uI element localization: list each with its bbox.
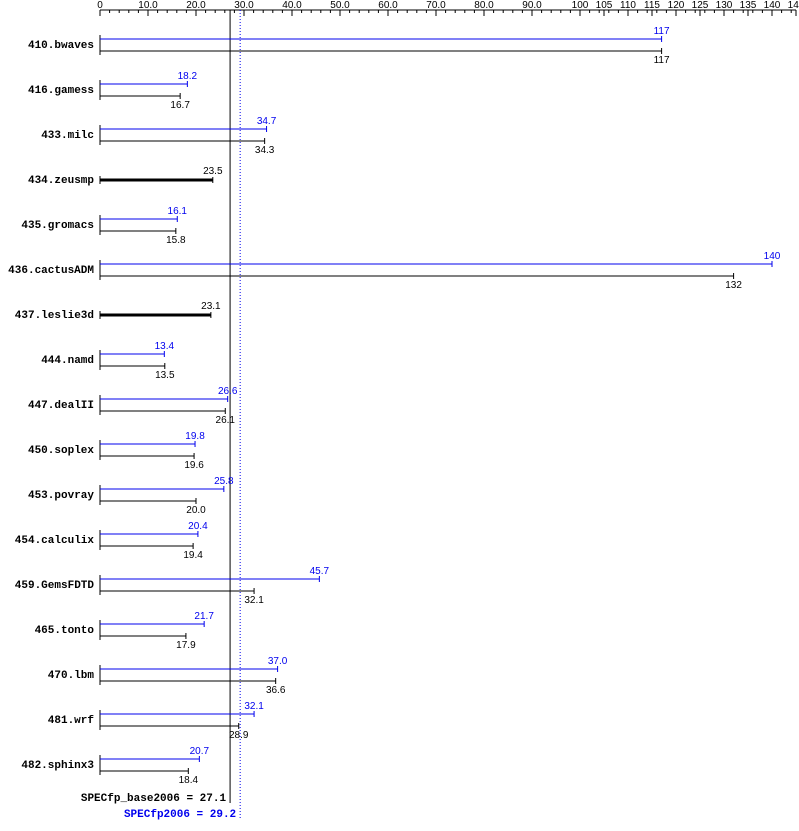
value-label-base: 28.9 <box>229 730 249 741</box>
spec-benchmark-chart: { "chart": { "type": "horizontal-bar-dua… <box>0 0 799 831</box>
value-label-peak: 20.7 <box>190 746 210 757</box>
axis-tick-label: 135 <box>740 0 757 11</box>
value-label-peak: 25.8 <box>214 476 234 487</box>
value-label-peak: 21.7 <box>194 611 214 622</box>
value-label-peak: 37.0 <box>268 656 288 667</box>
benchmark-label: 459.GemsFDTD <box>15 580 95 592</box>
benchmark-label: 454.calculix <box>15 535 95 547</box>
benchmark-label: 447.dealII <box>28 400 94 412</box>
benchmark-label: 470.lbm <box>48 670 95 682</box>
value-label-peak: 26.6 <box>218 386 238 397</box>
benchmark-label: 437.leslie3d <box>15 310 94 322</box>
axis-tick-label: 30.0 <box>234 0 254 11</box>
value-label-peak: 18.2 <box>178 71 198 82</box>
benchmark-label: 410.bwaves <box>28 40 94 52</box>
benchmark-label: 416.gamess <box>28 85 94 97</box>
axis-tick-label: 70.0 <box>426 0 446 11</box>
value-label-base: 117 <box>654 55 670 66</box>
axis-tick-label: 125 <box>692 0 709 11</box>
axis-tick-label: 40.0 <box>282 0 302 11</box>
axis-tick-label: 105 <box>596 0 613 11</box>
summary-peak-label: SPECfp2006 = 29.2 <box>124 809 236 821</box>
benchmark-label: 435.gromacs <box>21 220 94 232</box>
benchmark-label: 481.wrf <box>48 715 95 727</box>
value-label-base: 132 <box>725 280 742 291</box>
value-label-base: 19.6 <box>184 460 204 471</box>
value-label-base: 13.5 <box>155 370 175 381</box>
value-label-base: 16.7 <box>170 100 190 111</box>
value-label-base: 15.8 <box>166 235 186 246</box>
value-label-base: 26.1 <box>216 415 236 426</box>
value-label-base: 20.0 <box>186 505 206 516</box>
value-label-peak: 16.1 <box>168 206 188 217</box>
axis-tick-label: 145 <box>788 0 799 11</box>
benchmark-label: 453.povray <box>28 490 94 502</box>
value-label-base: 23.1 <box>201 301 221 312</box>
axis-tick-label: 130 <box>716 0 733 11</box>
value-label-peak: 32.1 <box>244 701 264 712</box>
benchmark-label: 444.namd <box>41 355 94 367</box>
value-label-peak: 13.4 <box>155 341 175 352</box>
value-label-base: 36.6 <box>266 685 286 696</box>
benchmark-label: 450.soplex <box>28 445 94 457</box>
benchmark-label: 436.cactusADM <box>8 265 94 277</box>
benchmark-label: 434.zeusmp <box>28 175 94 187</box>
value-label-peak: 140 <box>764 251 781 262</box>
axis-tick-label: 10.0 <box>138 0 158 11</box>
axis-tick-label: 0 <box>97 0 103 11</box>
value-label-base: 34.3 <box>255 145 275 156</box>
axis-tick-label: 115 <box>644 0 660 11</box>
value-label-peak: 45.7 <box>310 566 330 577</box>
axis-tick-label: 80.0 <box>474 0 494 11</box>
value-label-peak: 20.4 <box>188 521 208 532</box>
value-label-base: 19.4 <box>183 550 203 561</box>
value-label-base: 32.1 <box>244 595 264 606</box>
axis-tick-label: 100 <box>572 0 589 11</box>
axis-tick-label: 140 <box>764 0 781 11</box>
axis-tick-label: 60.0 <box>378 0 398 11</box>
axis-tick-label: 120 <box>668 0 685 11</box>
benchmark-label: 433.milc <box>41 130 94 142</box>
value-label-peak: 117 <box>654 26 670 37</box>
axis-tick-label: 110 <box>620 0 636 11</box>
benchmark-label: 482.sphinx3 <box>21 760 94 772</box>
axis-tick-label: 50.0 <box>330 0 350 11</box>
value-label-base: 18.4 <box>179 775 199 786</box>
axis-tick-label: 20.0 <box>186 0 206 11</box>
value-label-base: 23.5 <box>203 166 223 177</box>
chart-svg: 0 10.0 20.0 30.0 40.0 50.0 60.0 70.0 80.0 90.0 100… <box>0 0 799 831</box>
axis-tick-label: 90.0 <box>522 0 542 11</box>
benchmark-label: 465.tonto <box>35 625 95 637</box>
summary-base-label: SPECfp_base2006 = 27.1 <box>81 793 227 805</box>
value-label-base: 17.9 <box>176 640 196 651</box>
value-label-peak: 19.8 <box>185 431 205 442</box>
value-label-peak: 34.7 <box>257 116 277 127</box>
